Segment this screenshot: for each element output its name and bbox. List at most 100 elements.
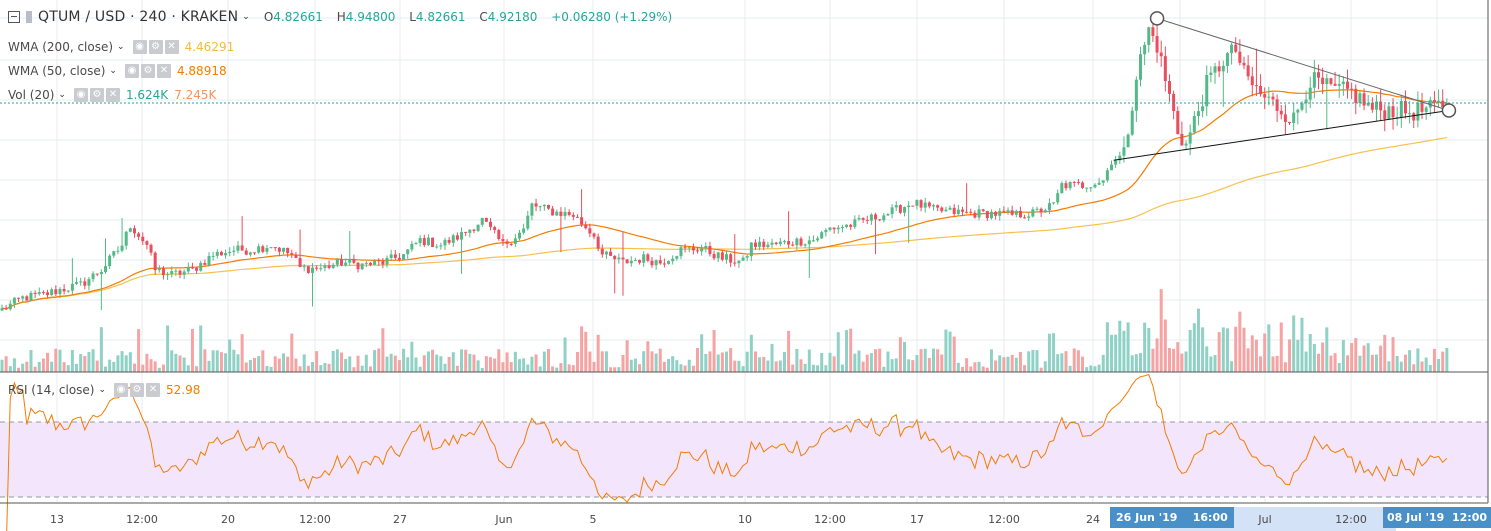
candle-up: [120, 245, 124, 251]
triangle-drawing[interactable]: [1113, 11, 1457, 161]
gear-icon[interactable]: ⚙: [89, 88, 104, 102]
eye-icon[interactable]: ◉: [114, 383, 129, 397]
volume-bar: [604, 351, 608, 372]
time-tick: 20: [221, 513, 235, 526]
chevron-down-icon[interactable]: ⌄: [58, 90, 66, 100]
close-icon[interactable]: ✕: [105, 88, 120, 102]
indicator-name[interactable]: Vol (20): [8, 88, 55, 102]
time-tick: 13: [50, 513, 64, 526]
volume-bar: [406, 357, 410, 372]
volume-bar: [716, 354, 720, 372]
candle-down: [132, 228, 136, 234]
gear-icon[interactable]: ⚙: [130, 383, 145, 397]
volume-bar: [923, 348, 927, 372]
candle-up: [700, 248, 704, 252]
candle-up: [998, 210, 1002, 216]
volume-bar: [981, 366, 985, 372]
indicator-name[interactable]: RSI (14, close): [8, 383, 95, 397]
candle-up: [182, 271, 186, 275]
close-icon[interactable]: ✕: [156, 64, 171, 78]
volume-bar: [397, 360, 401, 372]
time-tick: 12:00: [988, 513, 1020, 526]
volume-bar: [944, 329, 948, 372]
candle-up: [66, 290, 70, 292]
candle-up: [1341, 81, 1345, 85]
volume-bar: [1424, 357, 1428, 372]
volume-bar: [33, 366, 37, 372]
symbol-title[interactable]: QTUM / USD · 240 · KRAKEN: [38, 9, 239, 25]
close-icon[interactable]: ✕: [164, 40, 179, 54]
volume-bar: [219, 352, 223, 372]
candle-down: [696, 250, 700, 252]
indicator-name[interactable]: WMA (200, close): [8, 40, 114, 54]
candle-up: [816, 238, 820, 241]
candle-up: [882, 215, 886, 221]
candle-up: [526, 215, 530, 229]
candle-up: [1408, 113, 1412, 115]
candle-up: [770, 242, 774, 245]
candle-down: [609, 251, 613, 256]
volume-bar: [778, 360, 782, 372]
candle-down: [832, 227, 836, 230]
candle-down: [960, 209, 964, 212]
volume-bar: [820, 352, 824, 372]
candle-down: [290, 253, 294, 255]
volume-bar: [128, 352, 132, 372]
eye-icon[interactable]: ◉: [73, 88, 88, 102]
candle-up: [50, 289, 54, 296]
chevron-down-icon[interactable]: ⌄: [242, 12, 250, 22]
candle-down: [4, 308, 8, 310]
price-change: +0.06280 (+1.29%): [551, 10, 673, 24]
flag-icon[interactable]: [26, 11, 32, 23]
candle-up: [1147, 27, 1151, 45]
volume-bar: [199, 325, 203, 372]
volume-bar: [807, 349, 811, 372]
candle-down: [95, 273, 99, 275]
volume-bar: [70, 350, 74, 372]
volume-bar: [37, 361, 41, 372]
gear-icon[interactable]: ⚙: [148, 40, 163, 54]
volume-bar: [613, 367, 617, 372]
candle-up: [725, 254, 728, 260]
volume-bar: [331, 350, 335, 372]
volume-bar: [0, 359, 4, 372]
candle-down: [1081, 182, 1085, 188]
eye-icon[interactable]: ◉: [132, 40, 147, 54]
candle-up: [215, 251, 219, 256]
volume-bar: [447, 356, 451, 372]
candle-up: [224, 253, 228, 256]
candle-down: [356, 262, 360, 270]
indicator-legend-wma200: WMA (200, close) ⌄ ◉ ⚙ ✕ 4.46291: [8, 40, 234, 54]
candle-down: [431, 237, 435, 248]
close-icon[interactable]: ✕: [146, 383, 161, 397]
candle-down: [178, 270, 182, 275]
chevron-down-icon[interactable]: ⌄: [98, 385, 107, 395]
candle-up: [1312, 72, 1316, 88]
volume-bar: [551, 366, 555, 372]
eye-icon[interactable]: ◉: [124, 64, 139, 78]
candle-up: [1118, 155, 1122, 161]
indicator-name[interactable]: WMA (50, close): [8, 64, 106, 78]
chevron-down-icon[interactable]: ⌄: [117, 42, 125, 52]
collapse-icon[interactable]: [8, 11, 20, 23]
volume-bar: [816, 365, 820, 372]
volume-bar: [969, 366, 973, 372]
candle-up: [1130, 110, 1134, 135]
volume-bar: [538, 366, 542, 372]
candle-up: [128, 228, 132, 232]
gear-icon[interactable]: ⚙: [140, 64, 155, 78]
candle-down: [1391, 106, 1395, 118]
candle-down: [1002, 210, 1006, 213]
candle-down: [294, 254, 298, 259]
chevron-down-icon[interactable]: ⌄: [109, 66, 117, 76]
candle-down: [497, 230, 501, 240]
volume-bar: [1308, 334, 1312, 372]
indicator-legend-volume: Vol (20) ⌄ ◉ ⚙ ✕ 1.624K 7.245K: [8, 88, 216, 102]
volume-bar: [410, 341, 414, 372]
volume-bar: [985, 367, 989, 372]
candle-up: [112, 251, 116, 256]
volume-bar: [1060, 353, 1064, 372]
volume-bar: [273, 356, 277, 372]
volume-bar: [687, 359, 691, 372]
